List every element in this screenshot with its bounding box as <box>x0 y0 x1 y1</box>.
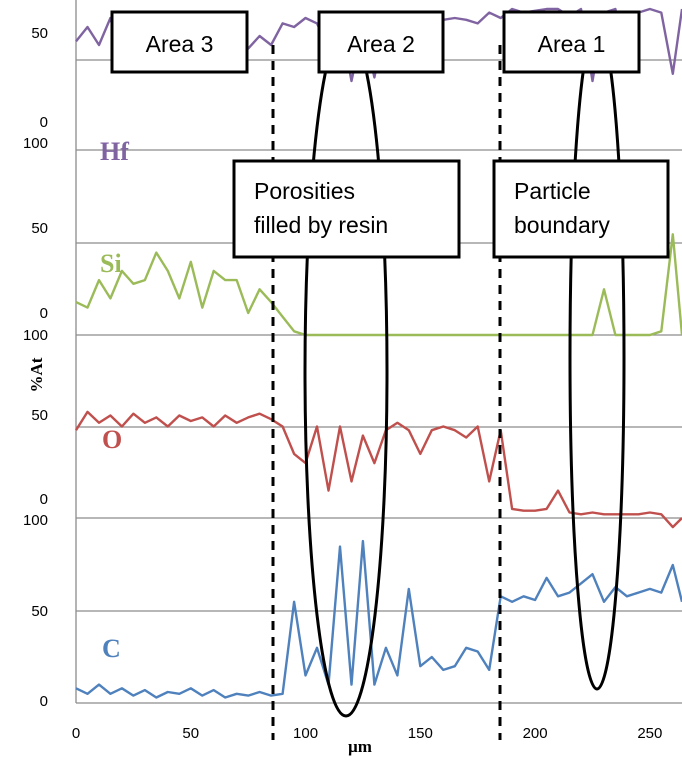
x-axis-title: µm <box>348 737 372 756</box>
element-label-hf: Hf <box>100 137 129 166</box>
y-tick-label: 0 <box>40 491 48 508</box>
area-label: Area 3 <box>146 31 214 57</box>
y-tick-label: 100 <box>23 327 48 344</box>
y-tick-label: 100 <box>23 135 48 152</box>
element-labels: Hf Si O C <box>100 137 129 663</box>
annotation-text: Porosities filled by resin <box>254 178 388 238</box>
area-label-box <box>317 10 445 74</box>
x-tick-label: 100 <box>293 725 318 742</box>
annotation-box <box>232 159 461 259</box>
x-tick-label: 250 <box>637 725 662 742</box>
x-tick-label: 200 <box>523 725 548 742</box>
series-line-c <box>75 539 682 699</box>
annotations: Area 3 Area 2 Area 1 Porosities filled by re… <box>110 10 670 740</box>
area-label: Area 1 <box>538 31 606 57</box>
area-label: Area 2 <box>347 31 415 57</box>
y-tick-label: 0 <box>40 114 48 131</box>
element-label-o: O <box>102 425 122 454</box>
particle-boundary-ellipse <box>568 23 626 691</box>
tick-labels: 50 0 100 50 0 100 50 0 100 50 0 0 50 100 150 200 250 µm %A… <box>23 25 662 756</box>
y-tick-label: 50 <box>31 603 48 620</box>
y-tick-label: 50 <box>31 220 48 237</box>
annotation-text: Particle boundary <box>514 178 610 238</box>
x-tick-label: 0 <box>72 725 80 742</box>
element-label-si: Si <box>100 249 122 278</box>
gridlines <box>75 0 682 704</box>
x-tick-label: 50 <box>182 725 199 742</box>
y-tick-label: 100 <box>23 512 48 529</box>
x-tick-label: 150 <box>408 725 433 742</box>
area-label-box <box>110 10 249 74</box>
annotation-box <box>492 159 670 259</box>
series-lines <box>74 7 682 699</box>
element-label-c: C <box>102 634 121 663</box>
y-axis-title: %At <box>27 357 46 392</box>
y-tick-label: 0 <box>40 305 48 322</box>
y-tick-label: 50 <box>31 407 48 424</box>
series-line-o <box>74 410 682 529</box>
series-line-si <box>75 233 682 337</box>
y-tick-label: 50 <box>31 25 48 42</box>
y-tick-label: 0 <box>40 693 48 710</box>
area-label-box <box>502 10 641 74</box>
